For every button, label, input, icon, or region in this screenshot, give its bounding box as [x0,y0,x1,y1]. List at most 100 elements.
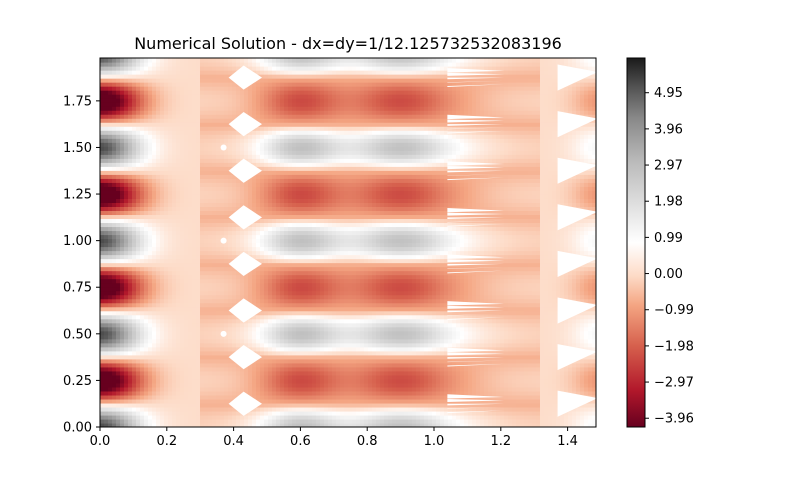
field-cell [196,62,201,67]
field-cell [176,78,181,83]
field-cell [100,290,105,296]
field-cell [112,170,117,175]
field-cell [236,154,241,159]
field-cell [108,330,113,336]
field-cell [184,66,189,71]
field-cell [184,250,189,256]
field-cell [224,126,229,131]
field-cell [116,94,121,99]
field-cell [284,154,289,159]
field-cell [204,198,209,203]
field-cell [124,102,129,107]
field-cell [220,418,225,424]
field-cell [284,230,289,236]
field-cell [304,78,309,83]
field-cell [152,406,157,412]
field-cell [216,190,221,195]
field-cell [164,62,169,67]
field-cell [276,98,281,103]
field-cell [200,326,205,332]
field-cell [156,234,161,240]
field-cell [244,94,249,99]
field-cell [128,298,133,304]
field-cell [252,250,257,256]
field-cell [124,206,129,212]
field-cell [196,382,201,388]
field-cell [248,182,253,187]
field-cell [268,314,273,320]
field-cell [180,62,185,67]
field-cell [316,382,321,388]
field-cell [272,182,277,187]
field-cell [252,342,257,348]
field-cell [116,122,121,127]
field-cell [288,138,293,143]
field-cell [224,354,229,360]
field-cell [216,130,221,135]
field-cell [108,82,113,87]
field-cell [228,142,233,147]
field-cell [184,110,189,115]
field-cell [172,318,177,324]
field-cell [200,162,205,167]
field-cell [200,186,205,191]
field-cell [316,410,321,416]
field-cell [128,386,133,392]
field-cell [232,410,237,416]
field-cell [164,174,169,179]
field-cell [204,94,209,99]
field-cell [188,230,193,236]
field-cell [104,362,109,368]
field-cell [300,246,305,252]
field-cell [272,382,277,388]
field-cell [168,370,173,376]
field-cell [256,242,261,248]
field-cell [248,370,253,376]
field-cell [236,286,241,292]
field-cell [156,222,161,228]
field-cell [232,342,237,348]
field-cell [164,210,169,216]
field-cell [188,126,193,131]
field-cell [256,94,261,99]
field-cell [232,94,237,99]
field-cell [220,246,225,252]
field-cell [276,90,281,95]
field-cell [148,350,153,356]
field-cell [192,374,197,380]
field-cell [104,230,109,236]
field-cell [168,294,173,300]
field-cell [232,102,237,107]
field-cell [144,258,149,264]
field-cell [284,310,289,316]
field-cell [116,378,121,384]
field-cell [156,254,161,260]
field-cell [192,254,197,260]
field-cell [116,170,121,175]
field-cell [236,150,241,155]
field-cell [252,286,257,292]
field-cell [280,342,285,348]
field-cell [108,362,113,368]
field-cell [284,102,289,107]
field-cell [152,66,157,71]
field-cell [148,142,153,147]
field-cell [276,266,281,272]
field-cell [300,158,305,163]
field-cell [124,214,129,220]
field-cell [300,402,305,408]
field-cell [304,158,309,163]
field-cell [120,178,125,183]
field-cell [192,398,197,404]
field-cell [168,258,173,264]
field-cell [168,254,173,260]
field-cell [192,122,197,127]
field-cell [268,158,273,163]
field-cell [308,138,313,143]
field-cell [276,278,281,284]
field-cell [292,118,297,123]
field-cell [104,106,109,111]
field-cell [192,422,197,427]
field-cell [280,218,285,224]
field-cell [124,194,129,199]
